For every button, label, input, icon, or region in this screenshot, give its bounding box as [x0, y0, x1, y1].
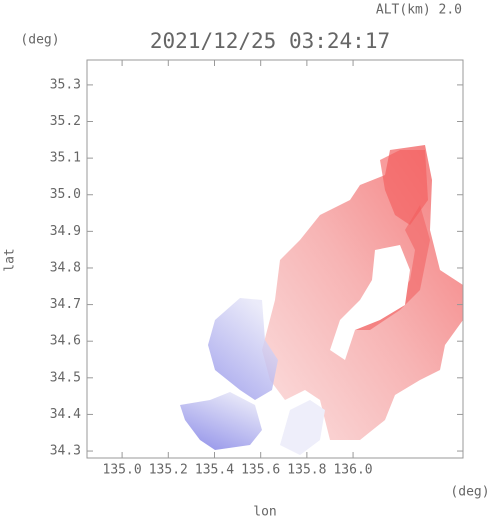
chart-title: 2021/12/25 03:24:17: [150, 29, 390, 53]
y-tick-label: 35.2: [50, 114, 81, 129]
plot-frame: [86, 59, 464, 459]
altitude-label: ALT(km) 2.0: [376, 3, 462, 18]
x-tick-label: 135.8: [287, 463, 326, 478]
x-tick-label: 135.4: [195, 463, 234, 478]
y-tick-label: 34.6: [50, 334, 81, 349]
x-axis-label: lon: [253, 505, 276, 520]
y-tick-label: 34.8: [50, 260, 81, 275]
x-tick-label: 135.0: [103, 463, 142, 478]
y-tick-label: 34.4: [50, 407, 81, 422]
y-axis-label: lat: [3, 248, 18, 271]
velocity-field: [180, 145, 463, 455]
y-tick-label: 35.0: [50, 187, 81, 202]
y-tick-label: 34.9: [50, 224, 81, 239]
y-tick-label: 35.1: [50, 151, 81, 166]
y-tick-label: 34.7: [50, 297, 81, 312]
x-tick-label: 136.0: [333, 463, 372, 478]
y-tick-label: 34.5: [50, 370, 81, 385]
y-tick-label: 34.3: [50, 444, 81, 459]
x-tick-label: 135.6: [241, 463, 280, 478]
x-unit: (deg): [450, 485, 489, 500]
y-unit: (deg): [20, 33, 59, 48]
y-tick-label: 35.3: [50, 77, 81, 92]
x-tick-label: 135.2: [149, 463, 188, 478]
